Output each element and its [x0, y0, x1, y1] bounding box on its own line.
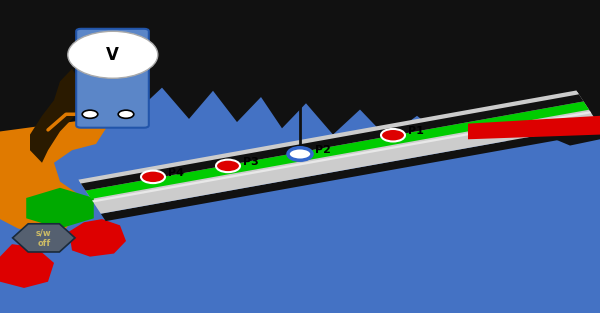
Polygon shape: [13, 224, 75, 252]
Text: P3: P3: [243, 157, 259, 167]
Text: s/w
off: s/w off: [36, 228, 52, 248]
Polygon shape: [86, 101, 589, 199]
Text: P2: P2: [315, 145, 331, 155]
Circle shape: [216, 160, 240, 172]
Circle shape: [288, 148, 312, 160]
Text: V: V: [106, 46, 119, 64]
Circle shape: [118, 110, 134, 118]
FancyBboxPatch shape: [76, 29, 149, 128]
Polygon shape: [101, 125, 600, 221]
Polygon shape: [468, 116, 600, 139]
Polygon shape: [0, 0, 600, 146]
Circle shape: [141, 171, 165, 183]
Polygon shape: [26, 188, 94, 228]
Polygon shape: [30, 69, 84, 163]
Polygon shape: [81, 94, 584, 191]
Text: P4: P4: [168, 168, 184, 178]
Circle shape: [82, 110, 98, 118]
Polygon shape: [69, 219, 126, 257]
Polygon shape: [72, 44, 96, 63]
Text: P1: P1: [408, 126, 424, 136]
Polygon shape: [0, 0, 108, 235]
Circle shape: [68, 31, 158, 78]
Polygon shape: [79, 92, 599, 214]
Polygon shape: [0, 244, 54, 288]
Polygon shape: [92, 111, 592, 203]
Circle shape: [381, 129, 405, 141]
Polygon shape: [79, 90, 579, 183]
